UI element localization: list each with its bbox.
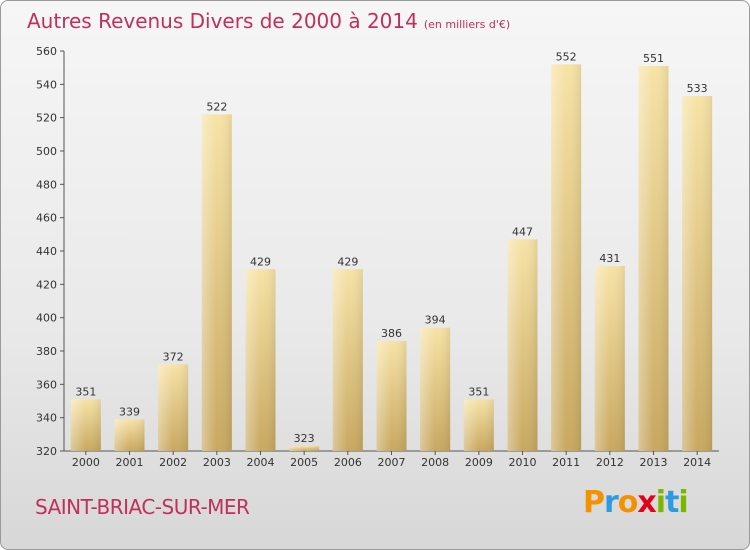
logo-letter: i xyxy=(655,485,666,520)
bars xyxy=(70,64,713,452)
x-tick-label: 2004 xyxy=(247,456,275,469)
bar-shade xyxy=(201,114,232,451)
y-tick-label: 460 xyxy=(36,212,57,225)
data-label: 394 xyxy=(425,314,446,327)
title-text: Autres Revenus Divers de 2000 à 2014 xyxy=(27,9,418,33)
y-tick-label: 540 xyxy=(36,78,57,91)
x-tick-label: 2011 xyxy=(552,456,580,469)
y-tick-label: 340 xyxy=(36,412,57,425)
data-label: 339 xyxy=(119,405,140,418)
logo-letter: t xyxy=(665,485,679,520)
data-label: 431 xyxy=(599,252,620,265)
bar-shade xyxy=(420,327,451,451)
data-label: 551 xyxy=(643,52,664,65)
y-tick-label: 360 xyxy=(36,378,57,391)
bar-shade xyxy=(158,364,189,451)
data-label: 351 xyxy=(75,385,96,398)
y-tick-label: 320 xyxy=(36,445,57,458)
y-tick-label: 520 xyxy=(36,112,57,125)
bar-shade xyxy=(463,399,494,451)
data-label: 429 xyxy=(337,255,358,268)
x-tick-label: 2013 xyxy=(640,456,668,469)
data-label: 323 xyxy=(294,432,315,445)
y-tick-label: 500 xyxy=(36,145,57,158)
y-tick-label: 400 xyxy=(36,312,57,325)
axes: 320 340 360 380 400 420 440 460 480 500 520 540 560 xyxy=(36,45,719,458)
x-tick-label: 2000 xyxy=(72,456,100,469)
chart-title: Autres Revenus Divers de 2000 à 2014 (en … xyxy=(27,9,510,33)
x-tick-label: 2002 xyxy=(159,456,187,469)
x-tick-label: 2007 xyxy=(378,456,406,469)
data-label: 533 xyxy=(687,82,708,95)
x-tick-label: 2010 xyxy=(509,456,537,469)
bar-shade xyxy=(114,419,145,451)
labels: 2000 351 2001 339 2002 372 2003 522 2004 429 2005 3… xyxy=(72,50,711,469)
city-name: SAINT-BRIAC-SUR-MER xyxy=(35,495,250,519)
x-tick-label: 2012 xyxy=(596,456,624,469)
bar-shade xyxy=(70,399,101,451)
logo-letter: o xyxy=(617,485,639,520)
x-tick-label: 2005 xyxy=(290,456,318,469)
bar-shade xyxy=(332,269,363,451)
x-tick-label: 2001 xyxy=(116,456,144,469)
x-tick-label: 2009 xyxy=(465,456,493,469)
title-unit: (en milliers d'€) xyxy=(423,18,511,31)
bar-shade xyxy=(289,446,320,451)
data-label: 351 xyxy=(468,385,489,398)
data-label: 372 xyxy=(163,350,184,363)
y-tick-label: 560 xyxy=(36,45,57,58)
x-tick-label: 2014 xyxy=(683,456,711,469)
logo-letter: i xyxy=(678,485,688,520)
x-tick-label: 2003 xyxy=(203,456,231,469)
bar-shade xyxy=(376,341,407,451)
x-tick-label: 2006 xyxy=(334,456,362,469)
proxiti-logo: Proxiti xyxy=(583,485,689,520)
y-tick-label: 380 xyxy=(36,345,57,358)
logo-letter: x xyxy=(637,485,656,520)
bar-shade xyxy=(682,96,713,451)
y-tick-label: 420 xyxy=(36,278,57,291)
data-label: 447 xyxy=(512,225,533,238)
bar-shade xyxy=(551,64,582,452)
bar-shade xyxy=(507,239,538,451)
data-label: 429 xyxy=(250,255,271,268)
logo-letter: r xyxy=(604,485,619,520)
data-label: 522 xyxy=(206,100,227,113)
bar-shade xyxy=(245,269,276,451)
y-tick-label: 480 xyxy=(36,178,57,191)
data-label: 552 xyxy=(556,50,577,63)
x-tick-label: 2008 xyxy=(421,456,449,469)
bar-shade xyxy=(638,66,669,451)
bar-shade xyxy=(594,266,625,451)
logo-letter: P xyxy=(583,485,605,520)
y-tick-label: 440 xyxy=(36,245,57,258)
data-label: 386 xyxy=(381,327,402,340)
